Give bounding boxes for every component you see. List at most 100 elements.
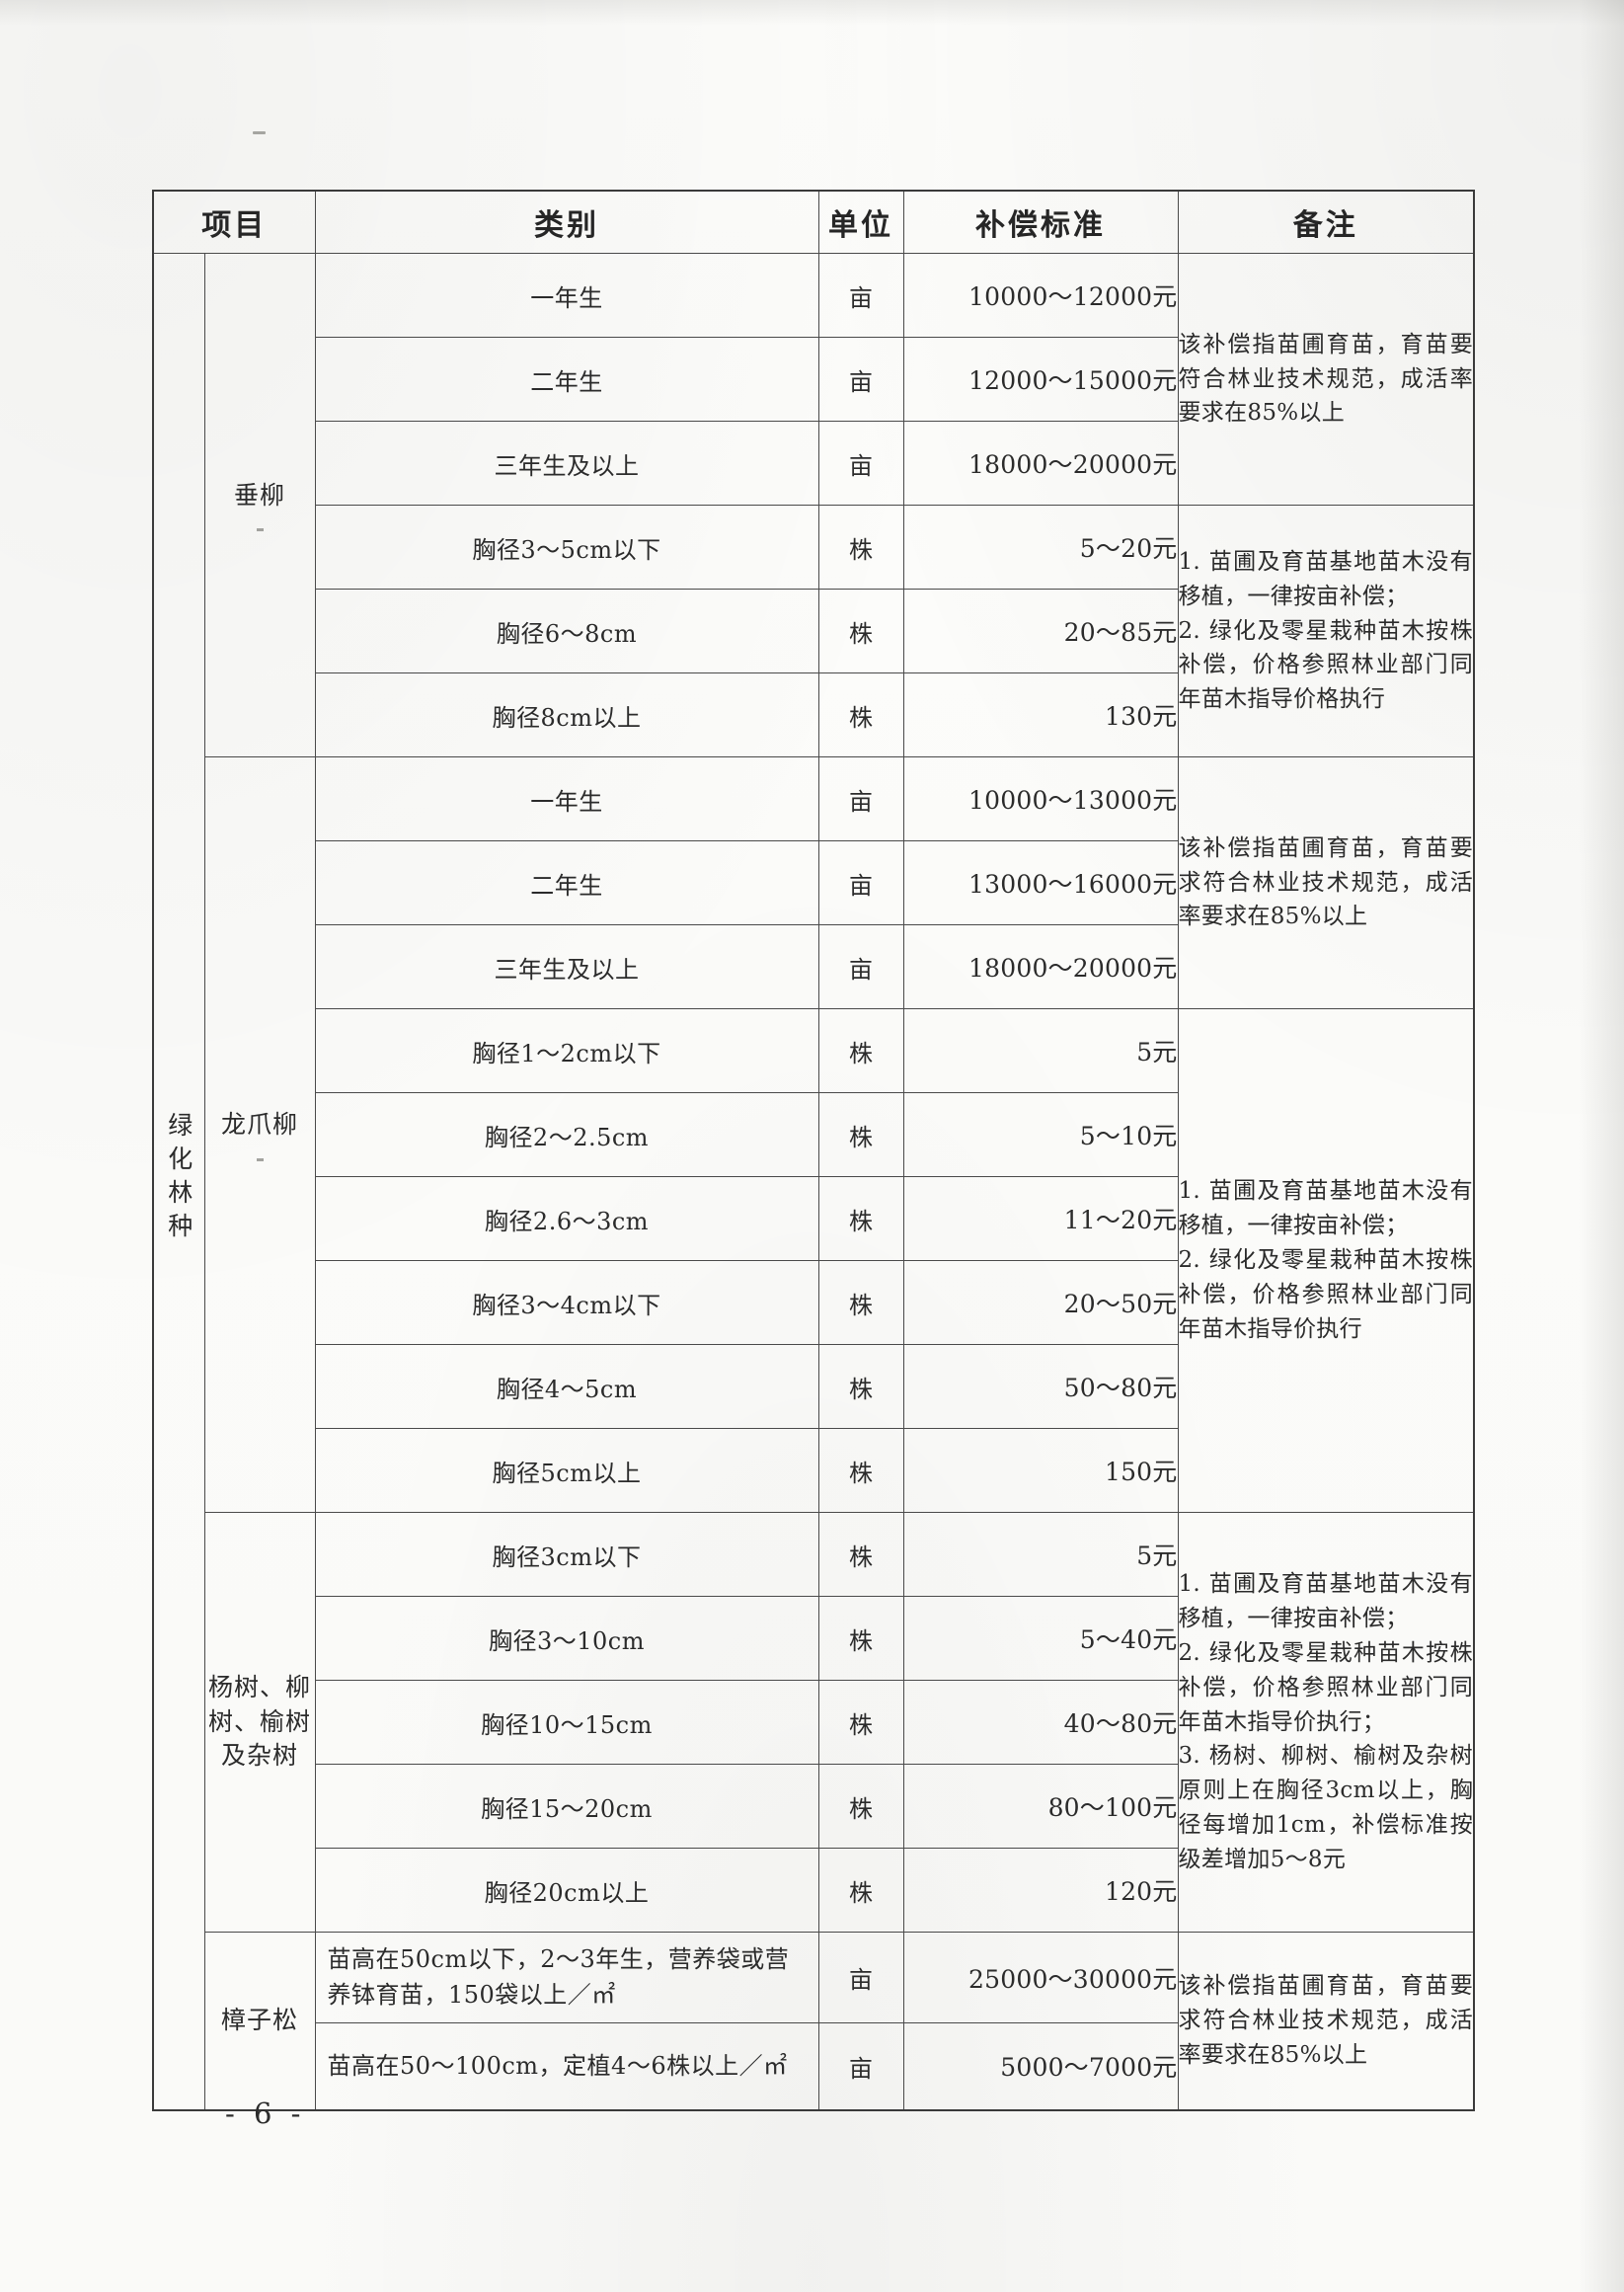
species-label: 龙爪柳 bbox=[203, 756, 316, 1513]
remark-cell: 该补偿指苗圃育苗，育苗要符合林业技术规范，成活率要求在85%以上 bbox=[1177, 253, 1475, 506]
table-row: 三年生及以上亩 18000～20000元 bbox=[153, 924, 1474, 1009]
remark-cell: 1. 苗圃及育苗基地苗木没有移植，一律按亩补偿； 2. 绿化及零星栽种苗木按株补… bbox=[1177, 505, 1475, 757]
category-cell: 胸径15～20cm bbox=[314, 1764, 819, 1849]
unit-cell: 株 bbox=[817, 672, 904, 757]
species-label: 樟子松 bbox=[203, 1931, 316, 2111]
category-cell: 二年生 bbox=[314, 337, 819, 422]
unit-cell: 株 bbox=[817, 1428, 904, 1513]
compensation-amount-cell: 130元 bbox=[902, 672, 1179, 757]
table-row: 胸径8cm以上株 130元 bbox=[153, 672, 1474, 757]
category-cell: 苗高在50cm以下，2～3年生，营养袋或营养钵育苗，150袋以上／㎡ bbox=[314, 1931, 819, 2024]
table-row: 胸径1～2cm以下株 5元 1. 苗圃及育苗基地苗木没有移植，一律按亩补偿； 2. … bbox=[153, 1008, 1475, 1513]
category-cell: 胸径3～4cm以下 bbox=[314, 1260, 819, 1345]
remark-text: 该补偿指苗圃育苗，育苗要求符合林业技术规范，成活率要求在85%以上 bbox=[1178, 834, 1473, 930]
table-row: 胸径10～15cm 株 40～80元 bbox=[153, 1680, 1474, 1765]
category-cell: 一年生 bbox=[314, 756, 819, 841]
table-row: 胸径3～5cm以下株 5～20元 1. 苗圃及育苗基地苗木没有移植，一律按亩补偿； … bbox=[153, 505, 1475, 757]
unit-cell: 株 bbox=[817, 1092, 904, 1177]
table-row: 二年生亩 13000～16000元 bbox=[153, 840, 1474, 925]
remark-cell: 该补偿指苗圃育苗，育苗要求符合林业技术规范，成活率要求在85%以上 bbox=[1177, 1931, 1475, 2111]
table-row: 胸径3～10cm 株 5～40元 bbox=[153, 1596, 1474, 1681]
compensation-amount-cell: 80～100元 bbox=[902, 1764, 1179, 1849]
compensation-amount-cell: 13000～16000元 bbox=[902, 840, 1179, 925]
category-cell: 胸径4～5cm bbox=[314, 1344, 819, 1429]
category-cell: 胸径8cm以上 bbox=[314, 672, 819, 757]
species-label-text: 杨树、柳树、榆树及杂树 bbox=[207, 1673, 311, 1771]
unit-cell: 株 bbox=[817, 1680, 904, 1765]
compensation-amount-cell: 20～50元 bbox=[902, 1260, 1179, 1345]
compensation-amount-cell: 10000～13000元 bbox=[902, 756, 1179, 841]
compensation-table-wrapper: 项目 类别 单位 补偿标准 备注 绿化林种 垂柳 一年生亩 10000～12000元该… bbox=[152, 190, 1475, 2111]
remark-cell: 该补偿指苗圃育苗，育苗要求符合林业技术规范，成活率要求在85%以上 bbox=[1177, 756, 1475, 1009]
unit-cell: 株 bbox=[817, 505, 904, 590]
compensation-amount-cell: 5000～7000元 bbox=[902, 2022, 1179, 2111]
compensation-amount-cell: 150元 bbox=[902, 1428, 1179, 1513]
compensation-amount-cell: 50～80元 bbox=[902, 1344, 1179, 1429]
unit-cell: 株 bbox=[817, 1512, 904, 1597]
category-cell: 胸径3cm以下 bbox=[314, 1512, 819, 1597]
unit-cell: 株 bbox=[817, 1848, 904, 1933]
category-cell: 胸径20cm以上 bbox=[314, 1848, 819, 1933]
unit-cell: 亩 bbox=[817, 756, 904, 841]
scan-artifact-dot bbox=[256, 528, 264, 532]
unit-cell: 株 bbox=[817, 1176, 904, 1261]
scan-edge-shadow bbox=[1579, 0, 1624, 2292]
column-header-item: 项目 bbox=[152, 190, 316, 254]
unit-cell: 亩 bbox=[817, 1931, 904, 2024]
unit-cell: 株 bbox=[817, 1260, 904, 1345]
remark-text: 1. 苗圃及育苗基地苗木没有移植，一律按亩补偿； 2. 绿化及零星栽种苗木按株补… bbox=[1178, 548, 1473, 713]
unit-cell: 株 bbox=[817, 1008, 904, 1093]
compensation-amount-cell: 18000～20000元 bbox=[902, 924, 1179, 1009]
table-row: 龙爪柳 一年生亩 10000～13000元 该补偿指苗圃育苗，育苗要求符合林业技术规范… bbox=[153, 756, 1475, 1513]
compensation-amount-cell: 5～20元 bbox=[902, 505, 1179, 590]
table-row: 胸径2～2.5cm 株 5～10元 bbox=[153, 1092, 1474, 1177]
compensation-amount-cell: 5～10元 bbox=[902, 1092, 1179, 1177]
category-cell: 二年生 bbox=[314, 840, 819, 925]
compensation-amount-cell: 40～80元 bbox=[902, 1680, 1179, 1765]
category-cell: 胸径10～15cm bbox=[314, 1680, 819, 1765]
group-label-text: 绿化林种 bbox=[164, 1112, 193, 1247]
category-cell: 胸径5cm以上 bbox=[314, 1428, 819, 1513]
category-cell: 胸径1～2cm以下 bbox=[314, 1008, 819, 1093]
species-label-text: 樟子松 bbox=[220, 2006, 298, 2035]
category-cell: 苗高在50～100cm，定植4～6株以上／㎡ bbox=[314, 2022, 819, 2111]
compensation-amount-cell: 12000～15000元 bbox=[902, 337, 1179, 422]
group-label-green-forest-type: 绿化林种 bbox=[152, 252, 205, 2111]
table-row: 杨树、柳树、榆树及杂树 胸径3cm以下株 5元 1. 苗圃及育苗基地苗木没有移植，一律… bbox=[153, 1512, 1475, 1933]
category-cell: 胸径6～8cm bbox=[314, 589, 819, 673]
compensation-amount-cell: 10000～12000元 bbox=[902, 253, 1179, 338]
column-header-remark: 备注 bbox=[1177, 190, 1475, 254]
scan-artifact-mark bbox=[253, 131, 266, 134]
unit-cell: 亩 bbox=[817, 840, 904, 925]
category-cell: 一年生 bbox=[314, 253, 819, 338]
unit-cell: 株 bbox=[817, 1764, 904, 1849]
unit-cell: 亩 bbox=[817, 253, 904, 338]
table-row: 绿化林种 垂柳 一年生亩 10000～12000元 该补偿指苗圃育苗，育苗要符合林业技术… bbox=[152, 252, 1475, 2111]
remark-text: 该补偿指苗圃育苗，育苗要符合林业技术规范，成活率要求在85%以上 bbox=[1178, 331, 1473, 427]
category-cell: 三年生及以上 bbox=[314, 924, 819, 1009]
compensation-amount-cell: 20～85元 bbox=[902, 589, 1179, 673]
remark-text: 1. 苗圃及育苗基地苗木没有移植，一律按亩补偿； 2. 绿化及零星栽种苗木按株补… bbox=[1178, 1178, 1473, 1342]
species-label: 杨树、柳树、榆树及杂树 bbox=[203, 1512, 316, 1933]
category-cell: 胸径3～10cm bbox=[314, 1596, 819, 1681]
compensation-amount-cell: 25000～30000元 bbox=[902, 1931, 1179, 2024]
table-body: 绿化林种 垂柳 一年生亩 10000～12000元 该补偿指苗圃育苗，育苗要符合林业技术… bbox=[152, 252, 1475, 2111]
remark-text: 该补偿指苗圃育苗，育苗要求符合林业技术规范，成活率要求在85%以上 bbox=[1178, 1972, 1473, 2068]
unit-cell: 亩 bbox=[817, 421, 904, 506]
table-row: 二年生亩 12000～15000元 bbox=[153, 337, 1474, 422]
compensation-amount-cell: 120元 bbox=[902, 1848, 1179, 1933]
unit-cell: 亩 bbox=[817, 924, 904, 1009]
category-cell: 胸径2.6～3cm bbox=[314, 1176, 819, 1261]
column-header-category: 类别 bbox=[314, 190, 819, 254]
category-cell: 三年生及以上 bbox=[314, 421, 819, 506]
remark-text: 1. 苗圃及育苗基地苗木没有移植，一律按亩补偿； 2. 绿化及零星栽种苗木按株补… bbox=[1178, 1570, 1473, 1873]
scan-artifact-dot bbox=[256, 1157, 264, 1161]
table-row: 胸径3～4cm以下株 20～50元 bbox=[153, 1260, 1474, 1345]
unit-cell: 亩 bbox=[817, 2022, 904, 2111]
species-label-text: 龙爪柳 bbox=[220, 1110, 298, 1140]
column-header-standard: 补偿标准 bbox=[902, 190, 1179, 254]
remark-cell: 1. 苗圃及育苗基地苗木没有移植，一律按亩补偿； 2. 绿化及零星栽种苗木按株补… bbox=[1177, 1512, 1475, 1933]
